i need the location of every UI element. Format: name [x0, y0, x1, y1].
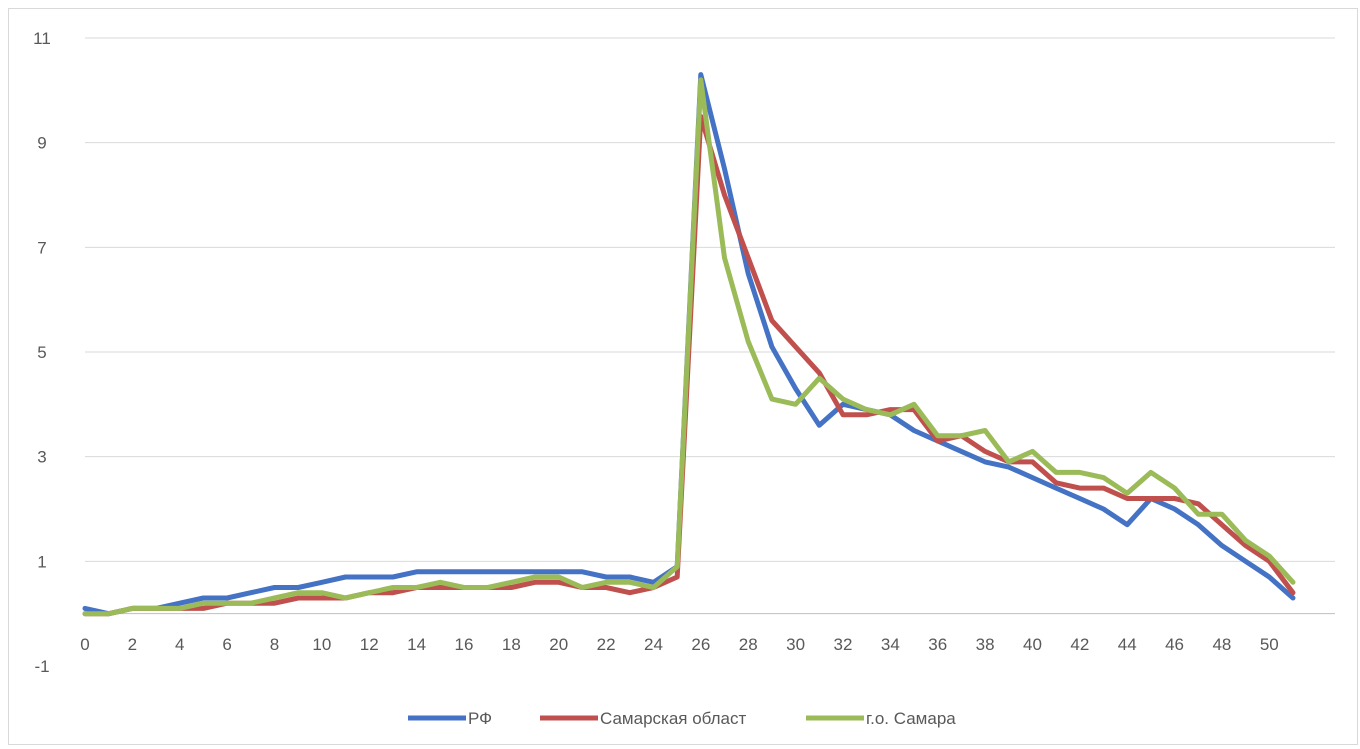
x-tick-label: 26 — [691, 635, 710, 654]
x-tick-label: 8 — [270, 635, 279, 654]
x-tick-label: 42 — [1070, 635, 1089, 654]
x-tick-label: 12 — [360, 635, 379, 654]
x-tick-label: 38 — [976, 635, 995, 654]
x-axis-ticks: 0 2 4 6 8 10 12 14 16 18 20 22 24 26 28 30 32 34 36 38 40 42 4… — [80, 635, 1279, 654]
x-tick-label: 14 — [407, 635, 426, 654]
x-tick-label: 34 — [881, 635, 900, 654]
legend-label: Самарская област — [600, 709, 747, 728]
x-tick-label: 40 — [1023, 635, 1042, 654]
x-tick-label: 32 — [833, 635, 852, 654]
x-tick-label: 22 — [597, 635, 616, 654]
y-tick-label: 3 — [37, 448, 46, 467]
x-tick-label: 44 — [1118, 635, 1137, 654]
legend-label: РФ — [468, 709, 492, 728]
y-tick-label: 7 — [37, 238, 46, 257]
x-tick-label: 36 — [928, 635, 947, 654]
x-tick-label: 16 — [455, 635, 474, 654]
x-tick-label: 28 — [739, 635, 758, 654]
series-line-3 — [82, 77, 1296, 617]
y-tick-label: 9 — [37, 134, 46, 153]
y-tick-label: -1 — [34, 657, 49, 676]
x-tick-label: 10 — [312, 635, 331, 654]
x-tick-label: 30 — [786, 635, 805, 654]
x-tick-label: 50 — [1260, 635, 1279, 654]
chart-area — [8, 8, 1358, 745]
y-tick-label: 5 — [37, 343, 46, 362]
gridlines — [85, 37, 1335, 615]
y-tick-label: 1 — [37, 552, 46, 571]
x-tick-label: 24 — [644, 635, 663, 654]
x-tick-label: 6 — [222, 635, 231, 654]
legend-label: г.о. Самара — [866, 709, 956, 728]
y-tick-label: 11 — [33, 29, 51, 48]
x-tick-label: 2 — [128, 635, 137, 654]
x-tick-label: 46 — [1165, 635, 1184, 654]
legend: РФ Самарская област г.о. Самара — [408, 709, 956, 728]
series-lines — [82, 72, 1296, 617]
x-tick-label: 18 — [502, 635, 521, 654]
x-tick-label: 20 — [549, 635, 568, 654]
x-tick-label: 4 — [175, 635, 184, 654]
x-tick-label: 0 — [80, 635, 89, 654]
y-axis-ticks: 1 3 5 7 9 11 -1 — [33, 29, 51, 676]
x-tick-label: 48 — [1212, 635, 1231, 654]
